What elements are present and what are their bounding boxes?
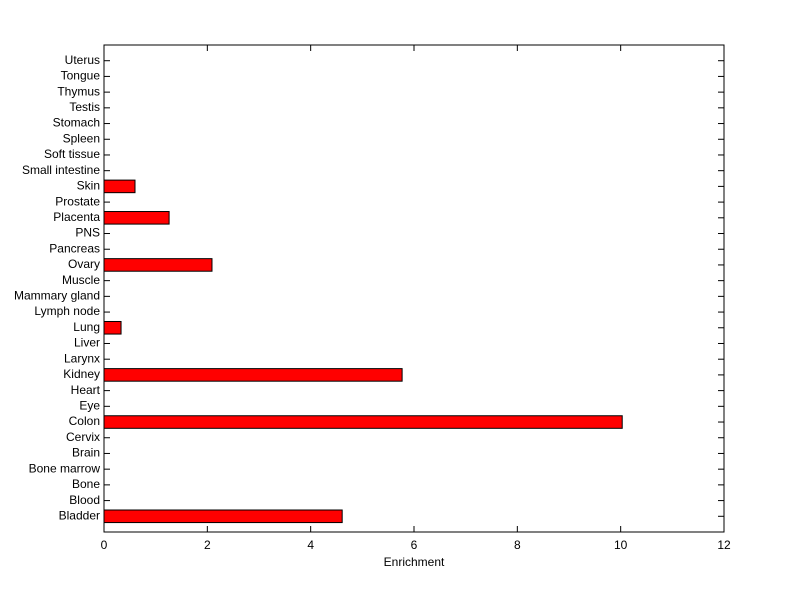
x-tick-label: 0 — [101, 538, 108, 552]
x-tick-label: 10 — [614, 538, 628, 552]
y-tick-label: PNS — [75, 226, 100, 240]
y-tick-label: Small intestine — [22, 163, 100, 177]
y-tick-label: Bone — [72, 477, 100, 491]
y-tick-label: Eye — [79, 398, 100, 412]
y-tick-label: Spleen — [63, 131, 100, 145]
y-tick-label: Tongue — [61, 69, 101, 83]
y-tick-label: Liver — [74, 336, 100, 350]
bar — [103, 368, 403, 382]
y-tick-label: Uterus — [65, 53, 100, 67]
y-tick-label: Thymus — [57, 84, 100, 98]
y-tick-label: Kidney — [63, 367, 100, 381]
bar — [103, 179, 136, 194]
y-tick-label: Cervix — [66, 430, 100, 444]
y-tick-label: Mammary gland — [14, 289, 100, 303]
x-tick-label: 4 — [307, 538, 314, 552]
bar — [103, 320, 122, 335]
x-tick-label: 12 — [717, 538, 731, 552]
y-tick-label: Blood — [69, 493, 100, 507]
bar — [103, 415, 623, 429]
y-tick-label: Muscle — [62, 273, 100, 287]
y-tick-label: Heart — [71, 383, 101, 397]
y-tick-label: Lung — [73, 320, 100, 334]
bar — [103, 509, 343, 524]
x-axis-label: Enrichment — [384, 555, 445, 569]
y-tick-label: Bladder — [59, 508, 100, 522]
y-tick-label: Larynx — [64, 351, 100, 365]
x-tick-label: 8 — [514, 538, 521, 552]
y-tick-label: Soft tissue — [44, 147, 100, 161]
y-tick-label: Lymph node — [34, 304, 100, 318]
x-tick-label: 6 — [411, 538, 418, 552]
y-tick-label: Brain — [72, 446, 100, 460]
bar — [103, 211, 170, 225]
y-tick-label: Prostate — [55, 194, 100, 208]
y-tick-label: Stomach — [53, 116, 100, 130]
y-tick-label: Ovary — [68, 257, 100, 271]
y-tick-label: Skin — [77, 179, 100, 193]
x-tick-label: 2 — [204, 538, 211, 552]
y-tick-label: Pancreas — [49, 241, 100, 255]
y-tick-label: Testis — [69, 100, 100, 114]
y-tick-label: Colon — [69, 414, 100, 428]
plot-area — [103, 44, 725, 533]
y-tick-label: Placenta — [53, 210, 100, 224]
bar — [103, 258, 213, 272]
y-tick-label: Bone marrow — [29, 461, 101, 475]
